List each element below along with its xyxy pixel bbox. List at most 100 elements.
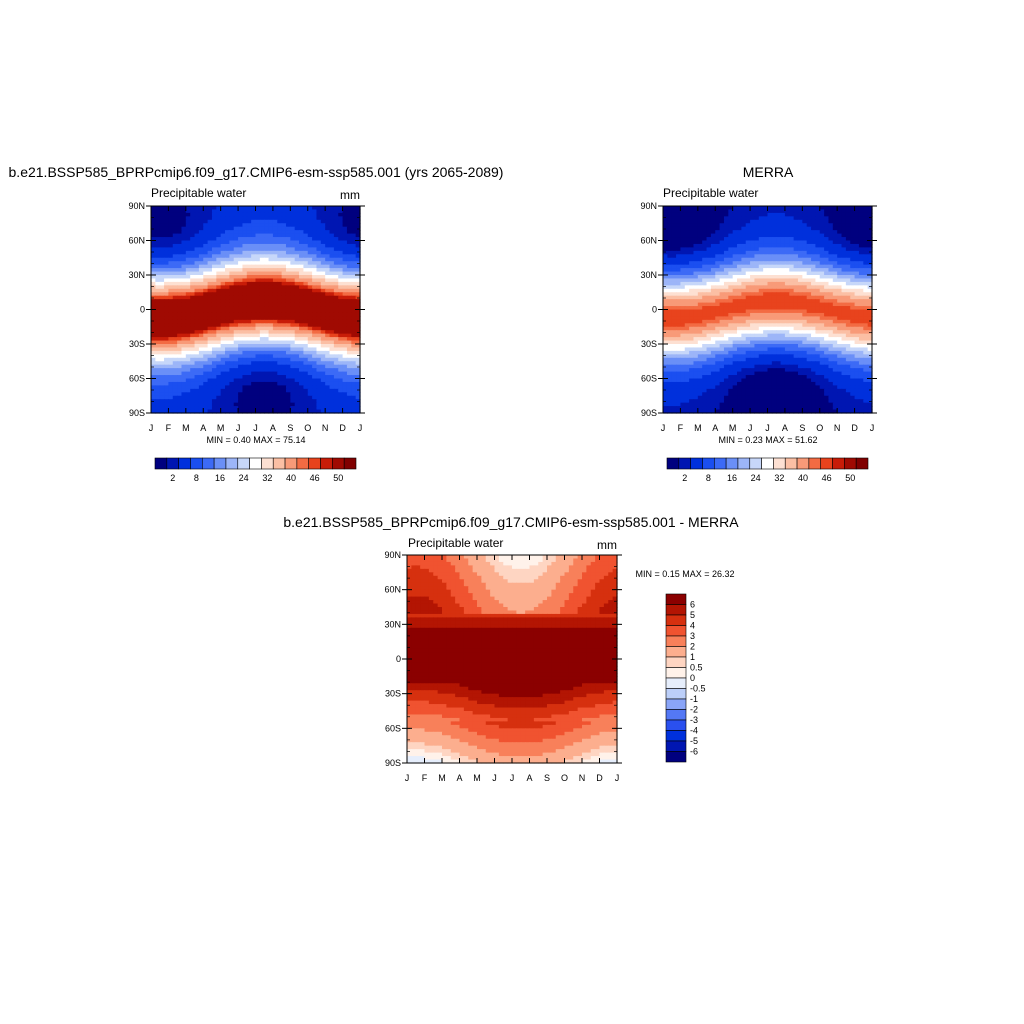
heatmap-cell xyxy=(333,216,339,221)
heatmap-cell xyxy=(181,288,187,293)
heatmap-cell xyxy=(242,275,248,280)
heatmap-cell xyxy=(750,206,756,211)
heatmap-cell xyxy=(177,392,183,397)
heatmap-cell xyxy=(251,312,257,317)
heatmap-cell xyxy=(190,268,196,273)
heatmap-cell xyxy=(732,347,738,352)
heatmap-cell xyxy=(164,371,170,376)
heatmap-cell xyxy=(850,271,856,276)
heatmap-cell xyxy=(281,406,287,411)
heatmap-cell xyxy=(329,275,335,280)
heatmap-cell xyxy=(242,354,248,359)
heatmap-cell xyxy=(211,388,217,393)
heatmap-cell xyxy=(355,344,361,349)
y-tick-label: 90N xyxy=(128,201,145,211)
heatmap-cell xyxy=(229,395,235,400)
heatmap-cell xyxy=(164,378,170,383)
heatmap-cell xyxy=(307,309,313,314)
heatmap-cell xyxy=(264,216,270,221)
heatmap-cell xyxy=(745,275,751,280)
heatmap-cell xyxy=(203,264,209,269)
heatmap-cell xyxy=(346,361,352,366)
heatmap-cell xyxy=(702,243,708,248)
heatmap-cell xyxy=(151,288,156,293)
heatmap-cell xyxy=(164,250,170,255)
heatmap-cell xyxy=(684,212,690,217)
heatmap-cell xyxy=(325,385,331,390)
heatmap-cell xyxy=(255,385,261,390)
heatmap-cell xyxy=(706,312,712,317)
heatmap-cell xyxy=(198,316,204,321)
heatmap-cell xyxy=(793,299,799,304)
heatmap-cell xyxy=(290,285,296,290)
heatmap-cell xyxy=(277,306,283,311)
heatmap-cell xyxy=(264,226,270,231)
heatmap-cell xyxy=(819,330,825,335)
heatmap-cell xyxy=(242,219,248,224)
heatmap-cell xyxy=(845,299,851,304)
heatmap-cell xyxy=(229,378,235,383)
heatmap-cell xyxy=(793,344,799,349)
heatmap-cell xyxy=(325,281,331,286)
heatmap-cell xyxy=(268,285,274,290)
x-tick-label: M xyxy=(217,423,225,433)
heatmap-cell xyxy=(706,288,712,293)
heatmap-cell xyxy=(268,261,274,266)
heatmap-cell xyxy=(285,333,291,338)
heatmap-cell xyxy=(303,395,309,400)
heatmap-cell xyxy=(294,392,300,397)
heatmap-cell xyxy=(758,216,764,221)
heatmap-cell xyxy=(251,309,257,314)
heatmap-cell xyxy=(737,333,742,338)
heatmap-cell xyxy=(776,271,782,276)
heatmap-cell xyxy=(216,392,222,397)
heatmap-cell xyxy=(793,212,799,217)
heatmap-cell xyxy=(351,350,357,355)
heatmap-cell xyxy=(299,295,304,300)
heatmap-cell xyxy=(719,302,725,307)
heatmap-cell xyxy=(863,230,869,235)
heatmap-cell xyxy=(307,406,313,411)
heatmap-cell xyxy=(754,275,760,280)
heatmap-cell xyxy=(815,219,821,224)
heatmap-cell xyxy=(732,285,738,290)
heatmap-cell xyxy=(837,223,843,228)
heatmap-cell xyxy=(693,337,699,342)
heatmap-cell xyxy=(342,209,348,214)
heatmap-cell xyxy=(272,375,278,380)
heatmap-cell xyxy=(793,288,799,293)
heatmap-cell xyxy=(294,281,300,286)
heatmap-cell xyxy=(797,330,803,335)
heatmap-cell xyxy=(802,309,808,314)
heatmap-cell xyxy=(159,254,165,259)
heatmap-cell xyxy=(172,347,178,352)
heatmap-cell xyxy=(850,309,856,314)
heatmap-cell xyxy=(767,275,773,280)
heatmap-cell xyxy=(316,323,322,328)
heatmap-cell xyxy=(828,275,834,280)
heatmap-cell xyxy=(229,319,235,324)
heatmap-cell xyxy=(194,219,200,224)
heatmap-cell xyxy=(203,395,209,400)
heatmap-cell xyxy=(290,337,296,342)
heatmap-cell xyxy=(220,340,226,345)
heatmap-cell xyxy=(320,302,326,307)
heatmap-cell xyxy=(312,395,318,400)
heatmap-cell xyxy=(207,233,213,238)
heatmap-cell xyxy=(858,288,864,293)
heatmap-cell xyxy=(299,316,304,321)
heatmap-cell xyxy=(259,340,265,345)
heatmap-cell xyxy=(229,212,235,217)
heatmap-cell xyxy=(758,254,764,259)
heatmap-cell xyxy=(710,219,716,224)
heatmap-cell xyxy=(767,333,773,338)
heatmap-cell xyxy=(277,399,283,404)
heatmap-cell xyxy=(780,219,786,224)
heatmap-cell xyxy=(229,385,235,390)
heatmap-cell xyxy=(763,319,769,324)
heatmap-cell xyxy=(272,388,278,393)
heatmap-cell xyxy=(155,399,161,404)
heatmap-cell xyxy=(754,288,760,293)
heatmap-cell xyxy=(272,285,278,290)
heatmap-cell xyxy=(780,299,786,304)
